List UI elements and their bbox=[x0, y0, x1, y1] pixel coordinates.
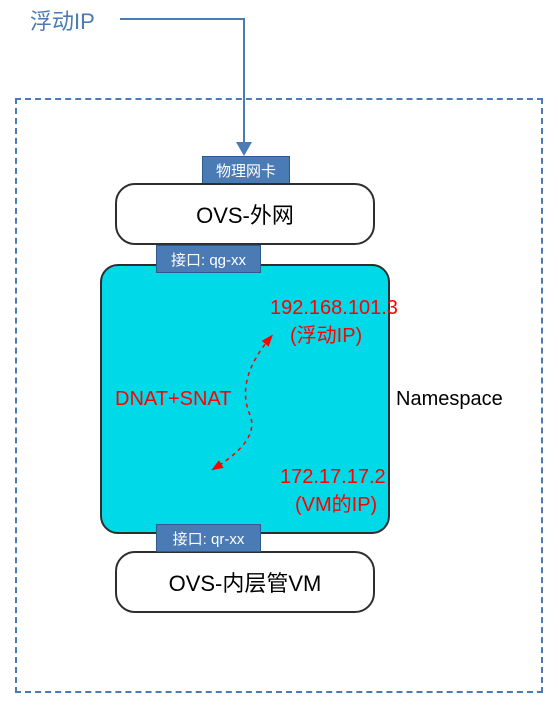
floating-ip-address: 192.168.101.3 bbox=[270, 297, 398, 319]
ovs-internal-box: OVS-内层管VM bbox=[115, 551, 375, 613]
ovs-external-box: OVS-外网 bbox=[115, 183, 375, 245]
physical-nic-box: 物理网卡 bbox=[202, 156, 290, 184]
dnat-snat-arrow-icon bbox=[200, 330, 300, 475]
namespace-text-label: Namespace bbox=[396, 388, 503, 411]
vm-ip-note: (VM的IP) bbox=[280, 494, 377, 516]
arrow-horizontal bbox=[120, 18, 245, 20]
interface-qr-box: 接口: qr-xx bbox=[156, 524, 261, 552]
interface-qg-box: 接口: qg-xx bbox=[156, 245, 261, 273]
floating-ip-title: 浮动IP bbox=[30, 4, 95, 36]
